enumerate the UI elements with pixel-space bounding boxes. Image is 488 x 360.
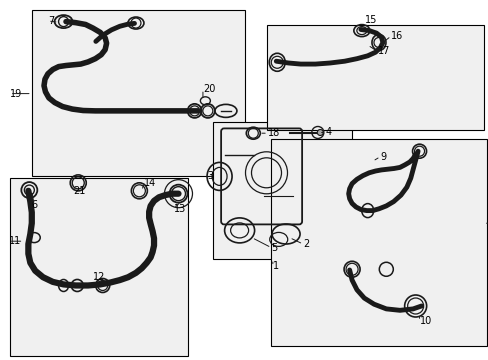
Text: 15: 15 [365, 15, 377, 25]
Text: 19: 19 [10, 89, 22, 99]
Text: 11: 11 [9, 236, 21, 246]
Text: 10: 10 [419, 316, 431, 326]
Text: 8: 8 [487, 218, 488, 228]
Text: 6: 6 [31, 200, 37, 210]
Text: 4: 4 [325, 127, 331, 138]
Text: 2: 2 [303, 239, 309, 249]
Text: 21: 21 [73, 186, 85, 196]
Text: 3: 3 [207, 171, 213, 181]
Bar [32, 10, 244, 176]
Text: 18: 18 [267, 128, 280, 138]
Bar [10, 178, 188, 356]
Text: 12: 12 [93, 272, 105, 282]
Text: 13: 13 [173, 204, 185, 214]
Text: 14: 14 [144, 177, 156, 188]
Bar [266, 25, 483, 130]
Text: 9: 9 [380, 152, 386, 162]
Circle shape [317, 130, 323, 135]
Text: 1: 1 [272, 261, 279, 271]
Bar [212, 122, 351, 259]
Bar [271, 139, 486, 346]
Text: 5: 5 [271, 243, 277, 253]
Text: 20: 20 [203, 84, 215, 94]
Text: 7: 7 [48, 16, 54, 26]
Text: 16: 16 [390, 31, 403, 41]
Text: 17: 17 [377, 46, 389, 57]
